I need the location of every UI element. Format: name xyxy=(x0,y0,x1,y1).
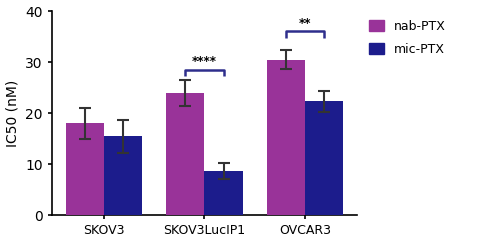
Bar xyxy=(305,102,343,215)
Bar xyxy=(166,93,204,215)
Bar xyxy=(204,171,243,215)
Text: **: ** xyxy=(299,17,311,30)
Y-axis label: IC50 (nM): IC50 (nM) xyxy=(5,80,19,147)
Bar xyxy=(65,123,104,215)
Bar xyxy=(104,136,142,215)
Bar xyxy=(267,60,305,215)
Text: ****: **** xyxy=(192,55,217,68)
Legend: nab-PTX, mic-PTX: nab-PTX, mic-PTX xyxy=(367,17,448,58)
